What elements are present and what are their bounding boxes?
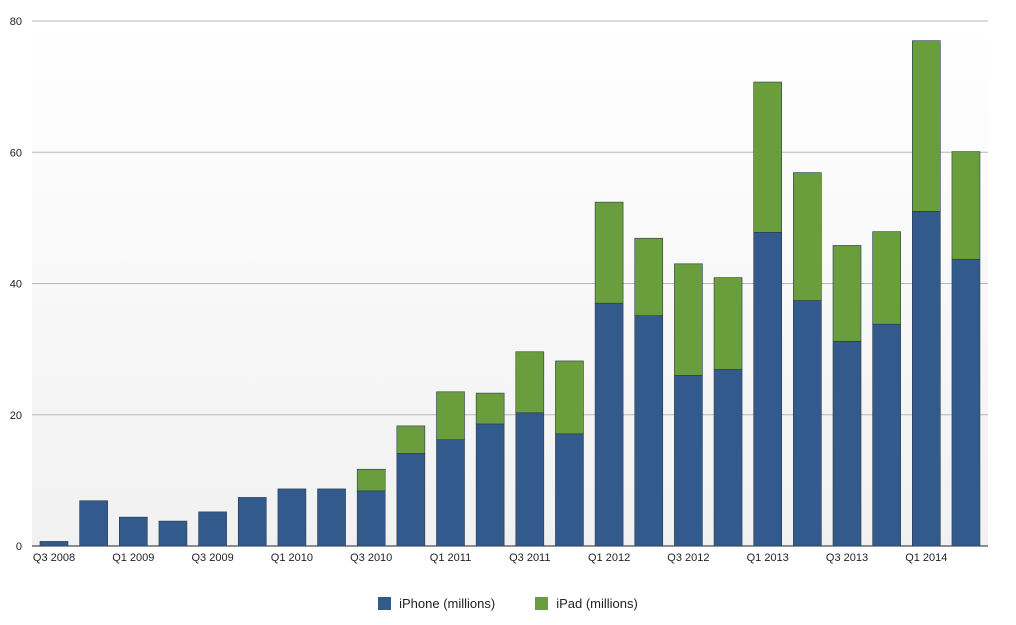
bar-segment [356,468,386,492]
bar-segment [594,302,624,547]
bar-segment [79,500,108,547]
bar-segment [317,488,346,547]
x-tick-label: Q3 2012 [667,552,709,564]
y-tick-label: 60 [10,147,22,159]
bar-segment [515,412,545,547]
bar-segment [475,423,505,547]
bar-segment [436,439,465,547]
bar-segment [634,315,664,547]
bar-segment [198,511,227,547]
bar-segment [475,392,505,425]
bar-segment [356,490,386,547]
x-tick-label: Q1 2013 [747,552,789,564]
bar-segment [634,237,664,316]
legend-item: iPhone (millions) [378,596,495,611]
bar-segment [674,263,703,376]
x-tick-label: Q3 2008 [33,552,75,564]
legend-swatch [535,597,549,610]
x-tick-label: Q1 2014 [905,552,947,564]
x-tick-label: Q3 2011 [509,552,550,564]
bar-segment [951,258,981,547]
x-tick-label: Q3 2013 [826,552,868,564]
legend-label: iPhone (millions) [399,596,496,611]
x-tick-label: Q1 2009 [112,552,154,564]
bar-segment [911,40,941,212]
bar-segment [436,391,465,440]
bar-segment [793,172,822,301]
y-tick-label: 0 [16,541,22,553]
bar-segment [119,516,148,547]
y-tick-label: 20 [10,410,22,422]
bar-segment [911,211,941,547]
bar-segment [753,81,783,233]
bar-segment [555,433,584,547]
bar-segment [237,497,267,547]
bar-segment [951,151,981,260]
bar-segment [396,425,426,454]
bar-segment [515,351,545,414]
x-tick-label: Q3 2010 [350,552,392,564]
legend-swatch [378,597,392,610]
bar-segment [832,340,862,547]
bar-segment [793,300,822,547]
bar-segment [832,245,862,342]
bar-segment [555,360,584,435]
bar-segment [713,277,743,370]
bar-segment [396,453,426,547]
y-tick-label: 40 [10,279,22,291]
bar-segment [872,323,901,547]
bar-segment [277,488,307,547]
bar-segment [594,201,624,304]
bar-segment [872,231,901,325]
x-tick-label: Q3 2009 [191,552,233,564]
bar-segment [158,520,188,547]
y-tick-label: 80 [10,16,22,28]
x-tick-label: Q1 2010 [271,552,313,564]
stacked-bar-chart: 0 20 40 60 80 Q3 2008 Q1 2009 Q3 2009 Q1 2010 Q3… [10,16,988,564]
bar-segment [39,541,69,547]
legend: iPhone (millions) iPad (millions) [0,596,1016,611]
x-tick-label: Q1 2012 [588,552,630,564]
x-tick-label: Q1 2011 [430,552,471,564]
bar-segment [674,375,703,547]
legend-label: iPad (millions) [556,596,638,611]
bar-segment [753,232,783,547]
legend-item: iPad (millions) [535,596,638,611]
bar-segment [713,369,743,547]
